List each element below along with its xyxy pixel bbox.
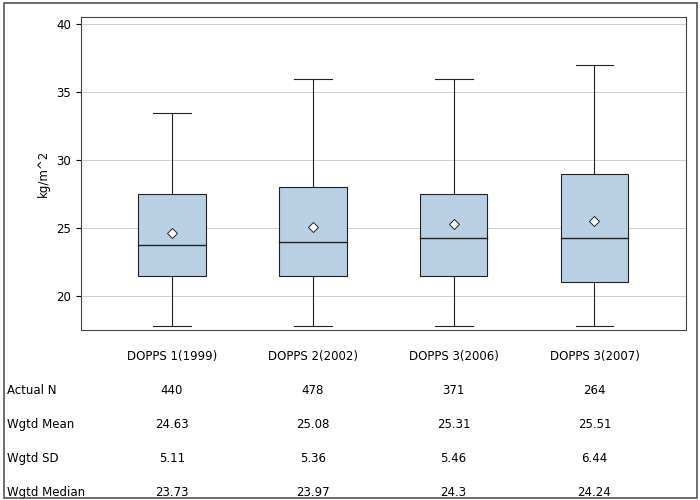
- Text: DOPPS 2(2002): DOPPS 2(2002): [268, 350, 358, 364]
- Text: 5.46: 5.46: [440, 452, 467, 466]
- Text: 478: 478: [302, 384, 324, 398]
- Text: 24.63: 24.63: [155, 418, 189, 432]
- Text: 25.51: 25.51: [578, 418, 611, 432]
- Text: DOPPS 3(2006): DOPPS 3(2006): [409, 350, 498, 364]
- Y-axis label: kg/m^2: kg/m^2: [37, 150, 50, 198]
- Text: 371: 371: [442, 384, 465, 398]
- Text: Actual N: Actual N: [7, 384, 57, 398]
- Bar: [420, 194, 487, 276]
- Text: 440: 440: [161, 384, 183, 398]
- Text: 23.97: 23.97: [296, 486, 330, 500]
- Text: DOPPS 1(1999): DOPPS 1(1999): [127, 350, 217, 364]
- Text: 24.24: 24.24: [578, 486, 611, 500]
- Bar: [561, 174, 629, 282]
- Text: 6.44: 6.44: [581, 452, 608, 466]
- Text: 5.36: 5.36: [300, 452, 326, 466]
- Text: 23.73: 23.73: [155, 486, 189, 500]
- Text: 25.08: 25.08: [296, 418, 330, 432]
- Text: 24.3: 24.3: [440, 486, 467, 500]
- Text: Wgtd SD: Wgtd SD: [7, 452, 59, 466]
- Text: 25.31: 25.31: [437, 418, 470, 432]
- Text: Wgtd Median: Wgtd Median: [7, 486, 85, 500]
- Bar: [279, 188, 346, 276]
- Text: 5.11: 5.11: [159, 452, 185, 466]
- Text: DOPPS 3(2007): DOPPS 3(2007): [550, 350, 639, 364]
- Bar: [138, 194, 206, 276]
- Text: Wgtd Mean: Wgtd Mean: [7, 418, 74, 432]
- Text: 264: 264: [583, 384, 606, 398]
